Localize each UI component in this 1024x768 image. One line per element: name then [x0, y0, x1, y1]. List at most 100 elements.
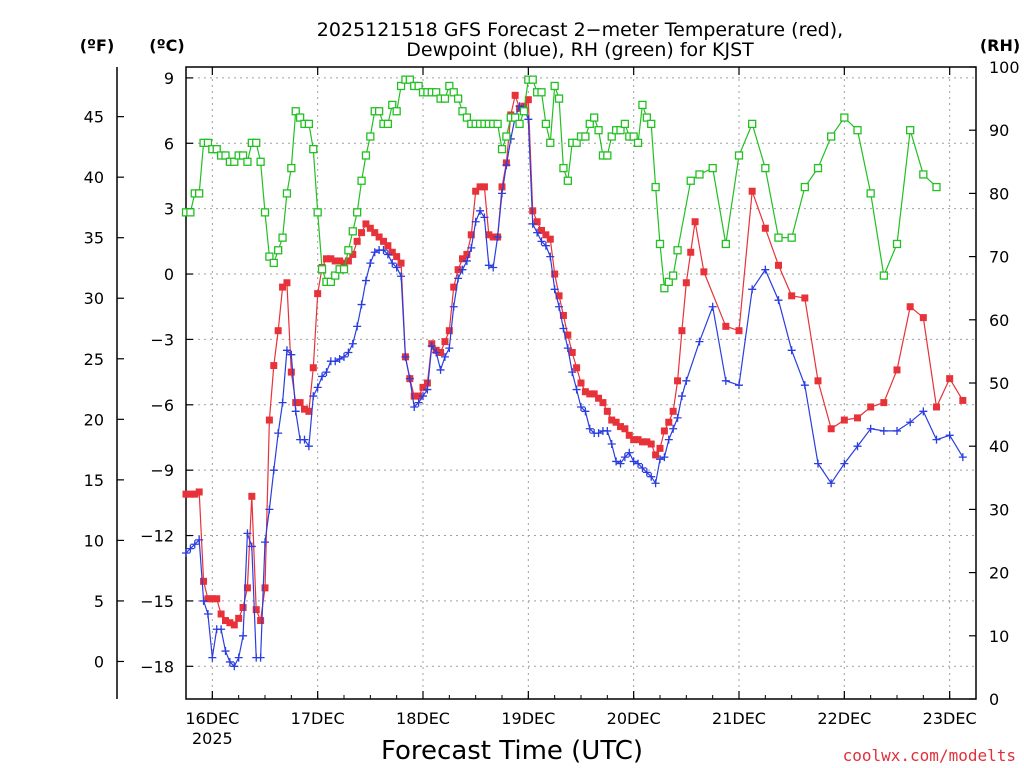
- relative-humidity-point: [313, 208, 322, 217]
- dewpoint-point: [550, 285, 559, 294]
- relative-humidity-point: [932, 182, 941, 192]
- temperature-point: [375, 233, 383, 241]
- temperature-point: [581, 388, 589, 396]
- dewpoint-point: [541, 241, 550, 250]
- x-axis-label: Forecast Time (UTC): [381, 736, 643, 766]
- dewpoint-point: [563, 344, 572, 353]
- dewpoint-point: [471, 217, 480, 226]
- relative-humidity-point: [651, 182, 660, 192]
- dewpoint-point: [840, 459, 849, 468]
- dewpoint-point: [603, 426, 612, 435]
- rh-tick-label: 10: [989, 627, 1009, 646]
- relative-humidity-point: [186, 208, 195, 217]
- dewpoint-point: [247, 542, 256, 551]
- temperature-point: [595, 394, 603, 402]
- dewpoint-point: [383, 250, 392, 259]
- celsius-tick-label: 6: [164, 134, 174, 153]
- temperature-point: [854, 414, 861, 422]
- dewpoint-point: [405, 374, 414, 383]
- dewpoint-point: [625, 448, 634, 457]
- temperature-point: [625, 431, 633, 439]
- temperature-point: [568, 348, 576, 356]
- temperature-point: [437, 348, 445, 356]
- temperature-point: [612, 418, 620, 426]
- temperature-point: [200, 577, 208, 585]
- relative-humidity-point: [287, 163, 296, 173]
- x-tick-label: 23DEC: [923, 709, 977, 728]
- fahrenheit-unit-label: (ºF): [80, 36, 115, 55]
- temperature-point: [191, 490, 199, 498]
- relative-humidity-point: [686, 176, 695, 185]
- relative-humidity-point: [374, 107, 384, 116]
- relative-humidity-point: [497, 145, 507, 154]
- relative-humidity-point: [813, 163, 823, 173]
- temperature-point: [577, 379, 585, 387]
- dewpoint-point: [370, 248, 379, 257]
- temperature-point: [362, 220, 370, 228]
- temperature-point: [687, 248, 695, 256]
- dewpoint-point: [256, 653, 265, 662]
- temperature-point: [393, 253, 401, 261]
- dewpoint-point: [677, 392, 686, 401]
- relative-humidity-point: [462, 113, 472, 122]
- dewpoint-point: [476, 206, 485, 215]
- temperature-point: [476, 183, 484, 191]
- dewpoint-point: [638, 463, 647, 472]
- relative-humidity-point: [317, 265, 327, 274]
- dewpoint-point: [353, 322, 362, 331]
- dewpoint-point: [577, 402, 585, 411]
- dewpoint-point: [217, 625, 226, 634]
- temperature-point: [388, 248, 396, 256]
- relative-humidity-point: [734, 151, 744, 160]
- relative-humidity-point: [339, 265, 349, 274]
- relative-humidity-point: [405, 75, 414, 84]
- temperature-point: [573, 364, 581, 372]
- temperature-point: [480, 183, 488, 191]
- dewpoint-line: [185, 105, 964, 668]
- temperature-point: [195, 488, 203, 496]
- temperature-point: [380, 237, 387, 245]
- relative-humidity-point: [695, 170, 704, 179]
- relative-humidity-point: [633, 138, 643, 147]
- relative-humidity-point: [256, 157, 265, 166]
- dewpoint-point: [932, 435, 941, 444]
- temperature-point: [691, 218, 699, 226]
- temperature-point: [748, 187, 756, 195]
- dewpoint-point: [221, 647, 230, 656]
- temperature-point: [287, 368, 295, 376]
- dewpoint-point: [498, 189, 506, 198]
- x-tick-label: 20DEC: [607, 709, 661, 728]
- relative-humidity-point: [348, 227, 357, 236]
- x-tick-sublabel: 2025: [192, 729, 233, 748]
- dewpoint-point: [414, 398, 423, 407]
- relative-humidity-point: [800, 182, 809, 192]
- temperature-point: [467, 231, 475, 239]
- relative-humidity-point: [581, 132, 590, 141]
- dewpoint-point: [642, 468, 651, 477]
- relative-humidity-point: [616, 126, 625, 135]
- temperature-point: [814, 377, 822, 385]
- temperature-point: [524, 96, 532, 104]
- temperature-point: [384, 242, 392, 250]
- relative-humidity-point: [840, 113, 849, 122]
- relative-humidity-point: [344, 246, 353, 255]
- relative-humidity-point: [326, 277, 335, 287]
- temperature-point: [893, 366, 901, 374]
- temperature-point: [252, 606, 260, 614]
- relative-humidity-point: [673, 246, 682, 255]
- dewpoint-point: [616, 459, 625, 468]
- chart-title-line1: 2025121518 GFS Forecast 2−meter Temperat…: [317, 19, 843, 41]
- temperature-point: [919, 314, 927, 322]
- relative-humidity-point: [414, 81, 423, 91]
- relative-humidity-point: [603, 151, 612, 160]
- temperature-point: [586, 390, 594, 398]
- relative-humidity-point: [388, 100, 397, 110]
- dewpoint-point: [682, 376, 691, 385]
- dewpoint-point: [186, 544, 195, 553]
- relative-humidity-point: [537, 88, 546, 97]
- dewpoint-point: [906, 418, 915, 427]
- dewpoint-point: [484, 261, 493, 270]
- rh-tick-label: 20: [989, 564, 1009, 583]
- dewpoint-point: [458, 265, 467, 274]
- dewpoint-point: [287, 350, 296, 359]
